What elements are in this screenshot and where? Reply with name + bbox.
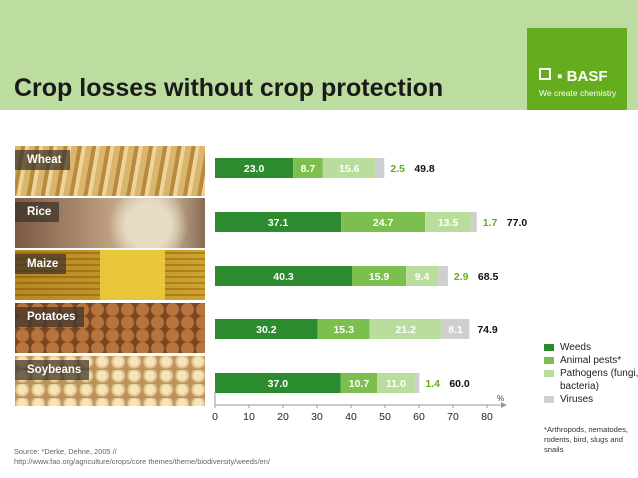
footnote: *Arthropods, nematodes, rodents, bird, s…: [544, 425, 629, 454]
source-note: Source: *Derke, Dehne, 2005 // http://ww…: [14, 447, 314, 467]
bar-label-potatoes-1: 15.3: [333, 324, 354, 336]
legend-swatch-animal-pests: [544, 357, 554, 364]
legend-item-animal-pests: Animal pests*: [544, 354, 638, 367]
x-axis-unit: %: [497, 394, 504, 403]
bar-label-soybeans-2: 11.0: [386, 378, 406, 390]
brand-name: BASF: [566, 68, 608, 85]
bar-maize-series-3: [438, 266, 448, 286]
x-tick-label-70: 70: [447, 411, 459, 423]
bar-label-potatoes-0: 30.2: [256, 324, 277, 336]
bar-potatoes-series-0: [215, 319, 318, 339]
legend-label: Pathogens (fungi, bacteria): [560, 368, 638, 392]
bar-label-wheat-2: 15.6: [339, 163, 360, 175]
crop-label-potatoes: Potatoes: [15, 307, 84, 327]
bar-label-maize-1: 15.9: [369, 271, 390, 283]
basf-logo-icon: [539, 68, 551, 80]
bar-soybeans-series-1: [340, 373, 378, 393]
legend-item-weeds: Weeds: [544, 341, 638, 354]
bar-label-rice-2: 13.5: [438, 217, 459, 229]
source-line-1: Source: *Derke, Dehne, 2005 //: [14, 447, 117, 456]
crop-label-wheat: Wheat: [15, 150, 70, 170]
x-tick-label-0: 0: [212, 411, 218, 423]
bar-wheat-series-3: [375, 158, 385, 178]
bar-label-maize-2: 9.4: [415, 271, 430, 283]
source-link[interactable]: http://www.fao.org/agriculture/crops/cor…: [14, 457, 270, 466]
legend-item-pathogens: Pathogens (fungi, bacteria): [544, 367, 638, 393]
potatoes-photo: Potatoes: [15, 303, 205, 353]
bar-wheat-series-1: [293, 158, 323, 178]
chart-legend: Weeds Animal pests* Pathogens (fungi, ba…: [544, 341, 638, 406]
legend-item-viruses: Viruses: [544, 393, 638, 406]
bar-label-soybeans-1: 10.7: [349, 378, 370, 390]
bar-maize-series-2: [406, 266, 439, 286]
bar-label-soybeans-viruses: 1.4: [425, 378, 440, 390]
legend-swatch-weeds: [544, 344, 554, 351]
x-tick-label-40: 40: [345, 411, 357, 423]
bar-maize-series-1: [352, 266, 407, 286]
x-axis-arrow-icon: [501, 402, 507, 408]
rice-photo: Rice: [15, 198, 205, 248]
brand-tagline: We create chemistry: [539, 88, 617, 98]
legend-label: Animal pests*: [560, 355, 622, 366]
bar-potatoes-series-1: [317, 319, 370, 339]
x-tick-label-10: 10: [243, 411, 255, 423]
x-tick-label-50: 50: [379, 411, 391, 423]
bar-soybeans-series-2: [377, 373, 415, 393]
soybeans-photo: Soybeans: [15, 356, 205, 406]
maize-photo: Maize: [15, 250, 205, 300]
bar-label-wheat-0: 23.0: [244, 163, 265, 175]
x-tick-label-30: 30: [311, 411, 323, 423]
bar-label-maize-0: 40.3: [273, 271, 294, 283]
bar-maize-series-0: [215, 266, 353, 286]
crop-label-maize: Maize: [15, 254, 67, 274]
total-label-wheat: 49.8: [414, 163, 435, 175]
bar-label-potatoes-2: 21.2: [396, 324, 417, 336]
legend-label: Viruses: [560, 394, 594, 405]
bar-rice-series-2: [425, 212, 472, 232]
bar-rice-series-1: [341, 212, 426, 232]
bar-wheat-series-2: [322, 158, 376, 178]
x-tick-label-20: 20: [277, 411, 289, 423]
total-label-soybeans: 60.0: [449, 378, 470, 390]
bar-label-potatoes-viruses: 8.1: [448, 324, 463, 336]
bar-label-maize-viruses: 2.9: [454, 271, 469, 283]
bar-label-rice-viruses: 1.7: [483, 217, 498, 229]
crop-label-soybeans: Soybeans: [15, 360, 90, 380]
bar-rice-series-0: [215, 212, 342, 232]
legend-label: Weeds: [560, 342, 591, 353]
crop-label-rice: Rice: [15, 202, 60, 222]
bar-label-rice-0: 37.1: [268, 217, 289, 229]
x-tick-label-80: 80: [481, 411, 493, 423]
wheat-photo: Wheat: [15, 146, 205, 196]
brand-logo: ▪ BASF We create chemistry: [527, 28, 627, 110]
total-label-rice: 77.0: [507, 217, 528, 229]
total-label-potatoes: 74.9: [477, 324, 498, 336]
bar-wheat-series-0: [215, 158, 294, 178]
page-title: Crop losses without crop protection: [14, 74, 444, 102]
legend-swatch-pathogens: [544, 370, 554, 377]
bar-soybeans-series-3: [414, 373, 420, 393]
legend-swatch-viruses: [544, 396, 554, 403]
bar-potatoes-series-2: [369, 319, 442, 339]
bar-soybeans-series-0: [215, 373, 341, 393]
bar-label-soybeans-0: 37.0: [268, 378, 289, 390]
bar-potatoes-series-3: [441, 319, 470, 339]
total-label-maize: 68.5: [478, 271, 499, 283]
bar-label-wheat-1: 8.7: [301, 163, 316, 175]
bar-rice-series-3: [471, 212, 477, 232]
bar-label-rice-1: 24.7: [373, 217, 394, 229]
bar-label-wheat-viruses: 2.5: [390, 163, 405, 175]
x-tick-label-60: 60: [413, 411, 425, 423]
